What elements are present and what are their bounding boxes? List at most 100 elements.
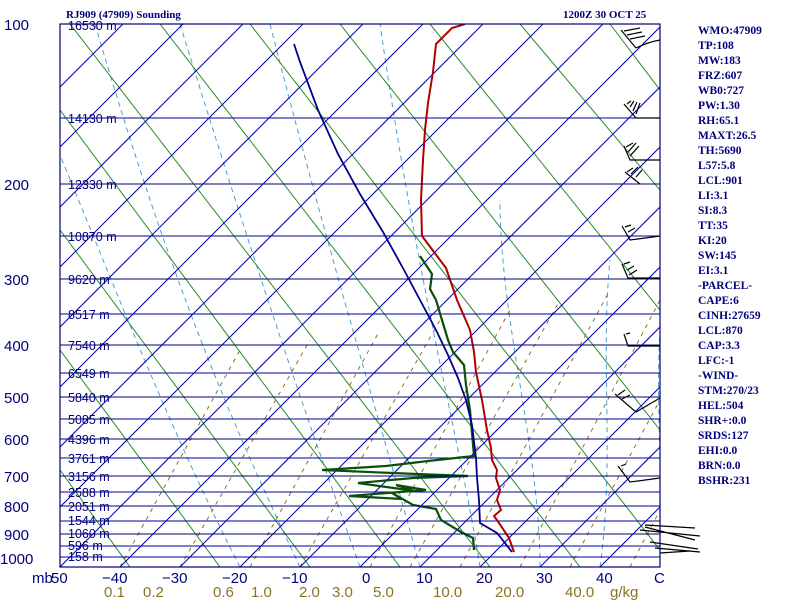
height-label: 8517 m	[68, 308, 110, 322]
pressure-axis: 100 200 300 400 500 600 700 800 900 1000	[0, 17, 33, 568]
temperature-axis: mb 50 −40 −30 −20 −10 0 10 20 30 40 C	[32, 570, 665, 587]
index-section-parcel: -PARCEL-	[698, 280, 753, 292]
pressure-label: 200	[4, 177, 29, 194]
temperature-label: 10	[416, 570, 433, 587]
temperature-label: 50	[51, 570, 68, 587]
index-item: TT:35	[698, 220, 728, 232]
height-label: 1060 m	[68, 527, 110, 541]
isotherms	[60, 24, 660, 567]
temperature-label: 40	[596, 570, 613, 587]
mixing-ratio-unit: g/kg	[610, 584, 638, 600]
index-section-wind: -WIND-	[698, 370, 739, 382]
mixing-ratio-label: 2.0	[299, 584, 320, 600]
height-label: 596 m	[68, 539, 103, 553]
plot-frame	[59, 23, 661, 568]
index-item: MAXT:26.5	[698, 130, 757, 142]
sounding-time: 1200Z 30 OCT 25	[563, 9, 647, 21]
height-label: 4396 m	[68, 433, 110, 447]
pressure-label: 100	[4, 17, 29, 34]
pressure-label: 1000	[0, 551, 33, 568]
dry-adiabats	[60, 24, 660, 567]
height-label: 2588 m	[68, 486, 110, 500]
index-item: PW:1.30	[698, 100, 740, 112]
pressure-lines	[60, 183, 660, 535]
index-item: BRN:0.0	[698, 460, 741, 472]
height-label: 3156 m	[68, 470, 110, 484]
index-item: SRDS:127	[698, 430, 749, 442]
index-item: HEL:504	[698, 400, 744, 412]
index-item: MW:183	[698, 55, 741, 67]
temperature-profile	[419, 24, 515, 553]
mixing-ratio-label: 3.0	[332, 584, 353, 600]
index-item: EI:3.1	[698, 265, 729, 277]
pressure-label: 400	[4, 338, 29, 355]
mixing-ratio-axis: 0.1 0.2 0.6 1.0 2.0 3.0 5.0 10.0 20.0 40…	[104, 584, 638, 600]
mixing-ratio-label: 1.0	[251, 584, 272, 600]
index-item: LCL:870	[698, 325, 743, 337]
pressure-label: 700	[4, 469, 29, 486]
height-label: 158 m	[68, 550, 103, 564]
index-item: CINH:27659	[698, 310, 761, 322]
moist-adiabats	[60, 24, 660, 567]
height-label: 12330 m	[68, 178, 117, 192]
index-item: RH:65.1	[698, 115, 740, 127]
mixing-ratio-label: 0.1	[104, 584, 125, 600]
mixing-ratio-lines	[119, 289, 660, 567]
height-label: 5085 m	[68, 413, 110, 427]
index-item: TP:108	[698, 40, 734, 52]
mixing-ratio-label: 5.0	[373, 584, 394, 600]
index-item: STM:270/23	[698, 385, 759, 397]
stability-indices-panel: WMO:47909 TP:108 MW:183 FRZ:607 WB0:727 …	[698, 24, 798, 489]
temperature-label: 20	[476, 570, 493, 587]
index-item: WMO:47909	[698, 25, 762, 37]
pressure-label: 300	[4, 272, 29, 289]
mixing-ratio-label: 10.0	[433, 584, 462, 600]
mixing-ratio-label: 20.0	[495, 584, 524, 600]
mixing-ratio-label: 40.0	[565, 584, 594, 600]
index-item: WB0:727	[698, 85, 744, 97]
temperature-label: −10	[282, 570, 307, 587]
pressure-label: 500	[4, 390, 29, 407]
index-item: LI:3.1	[698, 190, 729, 202]
temperature-label: 30	[536, 570, 553, 587]
wind-barbs	[614, 27, 701, 554]
index-item: EHI:0.0	[698, 445, 738, 457]
index-item: KI:20	[698, 235, 727, 247]
pressure-label: 600	[4, 432, 29, 449]
index-item: SHR+:0.0	[698, 415, 747, 427]
parcel-path	[293, 43, 513, 553]
height-label: 3761 m	[68, 452, 110, 466]
height-label: 14130 m	[68, 112, 117, 126]
height-label: 5840 m	[68, 391, 110, 405]
height-label: 6549 m	[68, 367, 110, 381]
pressure-label: 800	[4, 499, 29, 516]
temperature-label: 0	[362, 570, 370, 587]
temperature-unit: C	[654, 570, 665, 587]
pressure-unit-label: mb	[32, 570, 53, 587]
index-item: LFC:-1	[698, 355, 735, 367]
temperature-label: −20	[222, 570, 247, 587]
height-label: 2051 m	[68, 500, 110, 514]
temperature-label: −40	[102, 570, 127, 587]
index-item: LCL:901	[698, 175, 743, 187]
pressure-label: 900	[4, 527, 29, 544]
index-item: L57:5.8	[698, 160, 736, 172]
index-item: TH:5690	[698, 145, 742, 157]
height-label: 16530 m	[68, 19, 117, 33]
index-item: SI:8.3	[698, 205, 728, 217]
index-item: FRZ:607	[698, 70, 743, 82]
height-axis: 16530 m 14130 m 12330 m 10870 m 9620 m 8…	[68, 19, 117, 564]
height-label: 10870 m	[68, 230, 117, 244]
height-label: 1544 m	[68, 514, 110, 528]
index-item: SW:145	[698, 250, 737, 262]
mixing-ratio-label: 0.6	[213, 584, 234, 600]
height-label: 7540 m	[68, 339, 110, 353]
index-item: CAP:3.3	[698, 340, 740, 352]
index-item: CAPE:6	[698, 295, 739, 307]
height-label: 9620 m	[68, 273, 110, 287]
station-title: RJ909 (47909) Sounding	[66, 9, 181, 21]
temperature-label: −30	[162, 570, 187, 587]
mixing-ratio-label: 0.2	[143, 584, 164, 600]
index-item: BSHR:231	[698, 475, 751, 487]
